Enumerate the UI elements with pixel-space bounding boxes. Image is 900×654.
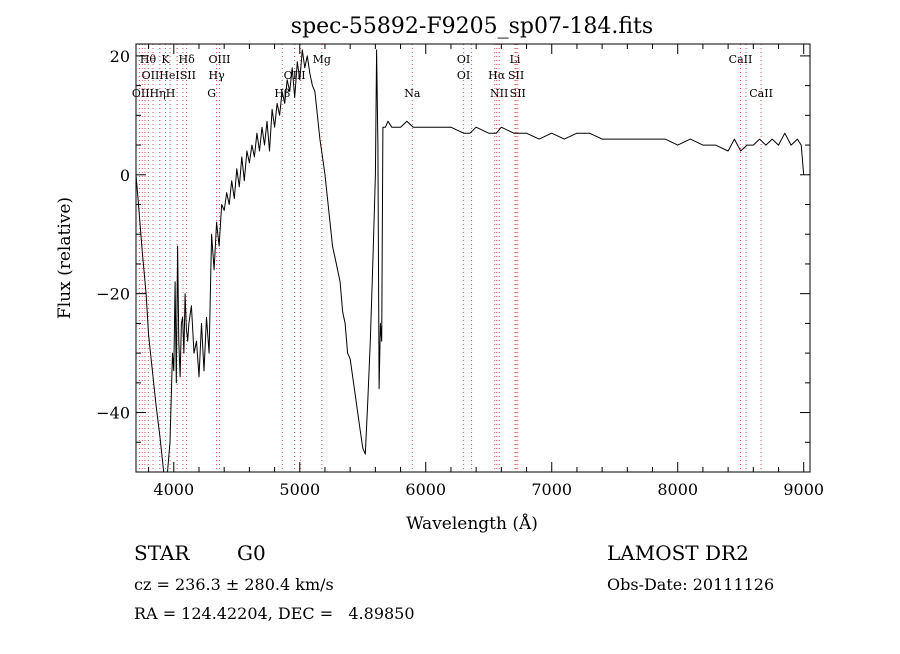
spectral-line-label: K	[161, 53, 170, 66]
spectral-line-label: CaII	[749, 87, 773, 100]
spectral-line-label: Hδ	[178, 53, 195, 66]
axis-ticks: 4000 5000 6000 7000 8000 9000 −40 −20 0 20	[96, 44, 824, 499]
x-tick-label: 5000	[279, 480, 320, 499]
x-tick-label: 4000	[153, 480, 194, 499]
spectral-line-markers	[138, 44, 762, 472]
spectral-line-label: OIII	[208, 53, 230, 66]
y-tick-label: −40	[96, 404, 130, 423]
spectral-line-label: SII	[510, 87, 526, 100]
spectral-line-label: CaII	[729, 53, 753, 66]
plot-frame	[135, 43, 811, 473]
spectral-line-label: OIIHηH	[132, 87, 175, 100]
x-tick-label: 7000	[531, 480, 572, 499]
chart-title: spec-55892-F9205_sp07-184.fits	[291, 14, 653, 39]
spectrum-line	[135, 49, 805, 473]
x-tick-label: 9000	[783, 480, 824, 499]
spectral-line-label: Hθ	[140, 53, 157, 66]
y-axis-label: Flux (relative)	[55, 197, 75, 319]
spectral-line-label: NII	[490, 87, 508, 100]
y-tick-label: 20	[110, 47, 130, 66]
survey-name: LAMOST DR2	[607, 541, 749, 565]
spectral-line-label: Na	[404, 87, 421, 100]
obs-date-text: Obs-Date: 20111126	[607, 575, 775, 594]
spectral-line-label: OI	[457, 53, 470, 66]
spectral-line-label: Mg	[313, 53, 331, 66]
x-tick-label: 6000	[405, 480, 446, 499]
x-tick-label: 8000	[657, 480, 698, 499]
object-type: STAR	[134, 541, 190, 565]
ra-dec-text: RA = 124.42204, DEC = 4.89850	[134, 604, 415, 623]
spectral-line-label: Hγ	[209, 69, 226, 82]
redshift-text: cz = 236.3 ± 280.4 km/s	[134, 575, 334, 594]
spectral-line-label: OIIHeISII	[142, 69, 196, 82]
spectral-line-label: OI	[457, 69, 470, 82]
spectral-line-label: SII	[508, 69, 524, 82]
y-tick-label: −20	[96, 285, 130, 304]
spectral-line-label: Li	[510, 53, 521, 66]
spectral-line-label: G	[207, 87, 216, 100]
spectrum-series	[135, 49, 805, 473]
y-tick-label: 0	[120, 166, 130, 185]
x-axis-label: Wavelength (Å)	[406, 513, 538, 534]
spectral-line-label: Hα	[488, 69, 506, 82]
spectral-subclass: G0	[237, 541, 266, 565]
